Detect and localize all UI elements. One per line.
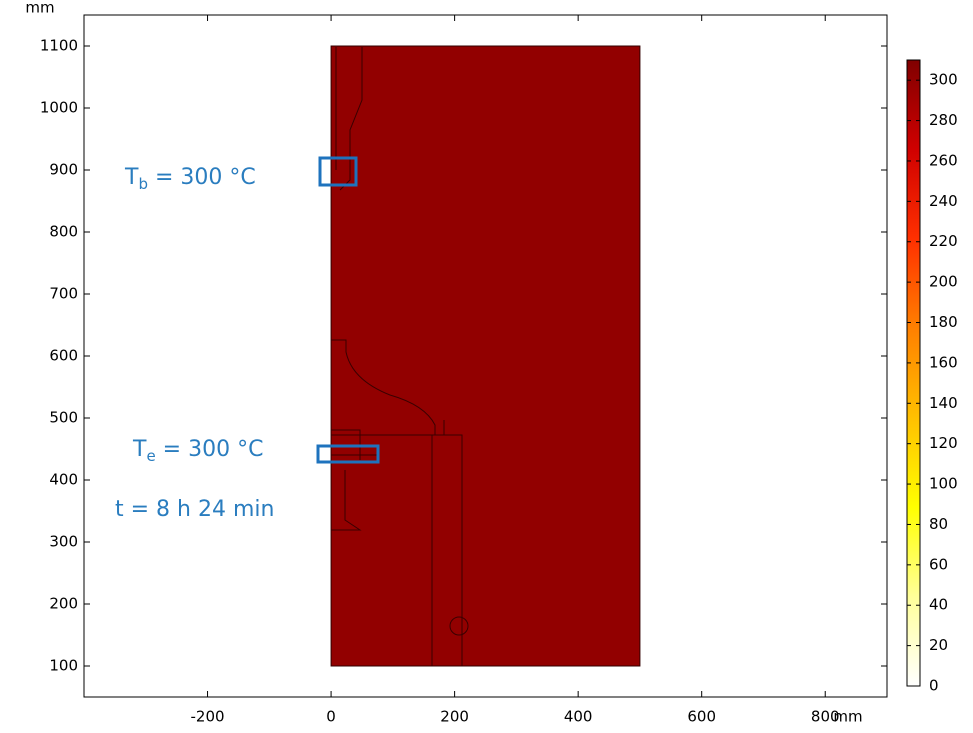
colorbar-tick-label: 0 <box>929 677 939 695</box>
x-tick-label: 800 <box>811 708 840 726</box>
colorbar-tick-label: 120 <box>929 434 958 452</box>
annotation: Tb = 300 °C <box>124 165 256 193</box>
annotation-text: T <box>124 165 139 190</box>
probe-box <box>318 156 358 187</box>
x-tick-label: 200 <box>440 708 469 726</box>
y-tick-label: 200 <box>49 595 78 613</box>
y-tick-label: 800 <box>49 223 78 241</box>
colorbar-tick-label: 20 <box>929 636 948 654</box>
y-tick-label: 100 <box>49 657 78 675</box>
colorbar <box>906 59 921 687</box>
colorbar-tick-label: 180 <box>929 313 958 331</box>
geometry-outline <box>331 47 469 666</box>
colorbar-tick-label: 160 <box>929 353 958 371</box>
y-tick-label: 300 <box>49 533 78 551</box>
x-tick-label: 400 <box>564 708 593 726</box>
annotation-text: = 300 °C <box>148 165 256 190</box>
y-tick-label: 600 <box>49 347 78 365</box>
x-tick-label: 0 <box>326 708 336 726</box>
x-tick-label: -200 <box>191 708 225 726</box>
y-tick-label: 1000 <box>40 99 78 117</box>
y-tick-label: 700 <box>49 285 78 303</box>
colorbar-tick-label: 280 <box>929 111 958 129</box>
colorbar-tick-label: 80 <box>929 515 948 533</box>
colorbar-tick-label: 300 <box>929 71 958 89</box>
y-tick-label: 500 <box>49 409 78 427</box>
x-axis-label: mm <box>833 708 862 726</box>
annotation: t = 8 h 24 min <box>115 497 274 522</box>
annotation-text: T <box>132 437 147 462</box>
colorbar-tick-label: 220 <box>929 232 958 250</box>
surface-layer <box>330 45 641 667</box>
y-tick-label: 900 <box>49 161 78 179</box>
colorbar-tick-label: 140 <box>929 394 958 412</box>
colorbar-tick-label: 240 <box>929 192 958 210</box>
surface-region <box>330 45 641 667</box>
colorbar-tick-label: 100 <box>929 475 958 493</box>
colorbar-tick-label: 60 <box>929 555 948 573</box>
y-axis-label: mm <box>25 0 54 17</box>
annotation-subscript: e <box>146 447 155 465</box>
annotation-text: = 300 °C <box>156 437 264 462</box>
annotation-subscript: b <box>138 175 148 193</box>
y-tick-label: 1100 <box>40 37 78 55</box>
x-tick-label: 600 <box>687 708 716 726</box>
y-tick-label: 400 <box>49 471 78 489</box>
annotation: Te = 300 °C <box>132 437 263 465</box>
colorbar-tick-label: 200 <box>929 273 958 291</box>
colorbar-tick-label: 260 <box>929 151 958 169</box>
colorbar-tick-label: 40 <box>929 596 948 614</box>
probe-box <box>316 444 380 464</box>
